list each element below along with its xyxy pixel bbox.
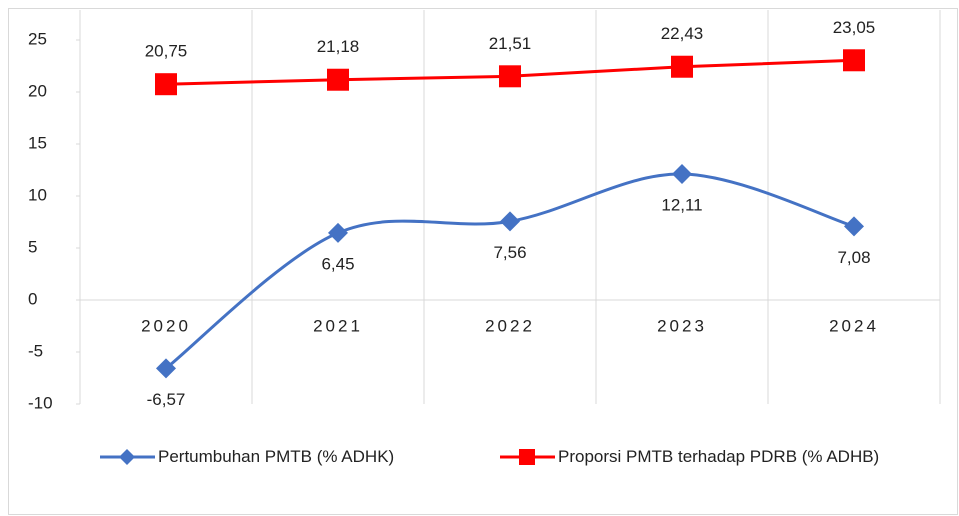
data-label: 23,05 bbox=[833, 18, 876, 37]
marker bbox=[499, 65, 521, 88]
legend-marker bbox=[519, 449, 535, 465]
data-label: 22,43 bbox=[661, 24, 704, 43]
chart-border bbox=[8, 8, 958, 515]
series-line bbox=[165, 172, 855, 370]
y-tick-label: 25 bbox=[28, 29, 47, 48]
legend-label: Proporsi PMTB terhadap PDRB (% ADHB) bbox=[558, 447, 880, 466]
marker bbox=[844, 216, 864, 237]
marker bbox=[671, 55, 693, 78]
marker bbox=[327, 68, 349, 91]
y-tick-label: 5 bbox=[28, 237, 37, 256]
x-tick-label: 2022 bbox=[485, 316, 535, 335]
x-tick-label: 2023 bbox=[657, 316, 707, 335]
data-label: 12,11 bbox=[661, 196, 702, 215]
data-label: 21,18 bbox=[317, 37, 360, 56]
legend-label: Pertumbuhan PMTB (% ADHK) bbox=[158, 447, 395, 466]
y-tick-label: -5 bbox=[28, 341, 43, 360]
marker bbox=[155, 73, 177, 96]
data-label: 21,51 bbox=[489, 34, 532, 53]
data-label: 7,08 bbox=[837, 248, 870, 267]
data-label: 7,56 bbox=[493, 243, 526, 262]
y-tick-label: 20 bbox=[28, 81, 47, 100]
y-tick-label: -10 bbox=[28, 393, 53, 412]
data-label: 6,45 bbox=[321, 254, 354, 273]
marker bbox=[328, 222, 348, 243]
legend-marker bbox=[119, 449, 135, 465]
marker bbox=[843, 49, 865, 72]
y-tick-label: 15 bbox=[28, 133, 47, 152]
x-tick-label: 2024 bbox=[829, 316, 879, 335]
y-tick-label: 10 bbox=[28, 185, 47, 204]
x-tick-label: 2021 bbox=[313, 316, 363, 335]
data-label: -6,57 bbox=[147, 390, 186, 409]
marker bbox=[672, 164, 692, 185]
marker bbox=[156, 358, 176, 379]
x-tick-label: 2020 bbox=[141, 316, 191, 335]
data-label: 20,75 bbox=[145, 42, 188, 61]
y-tick-label: 0 bbox=[28, 289, 37, 308]
marker bbox=[500, 211, 520, 232]
